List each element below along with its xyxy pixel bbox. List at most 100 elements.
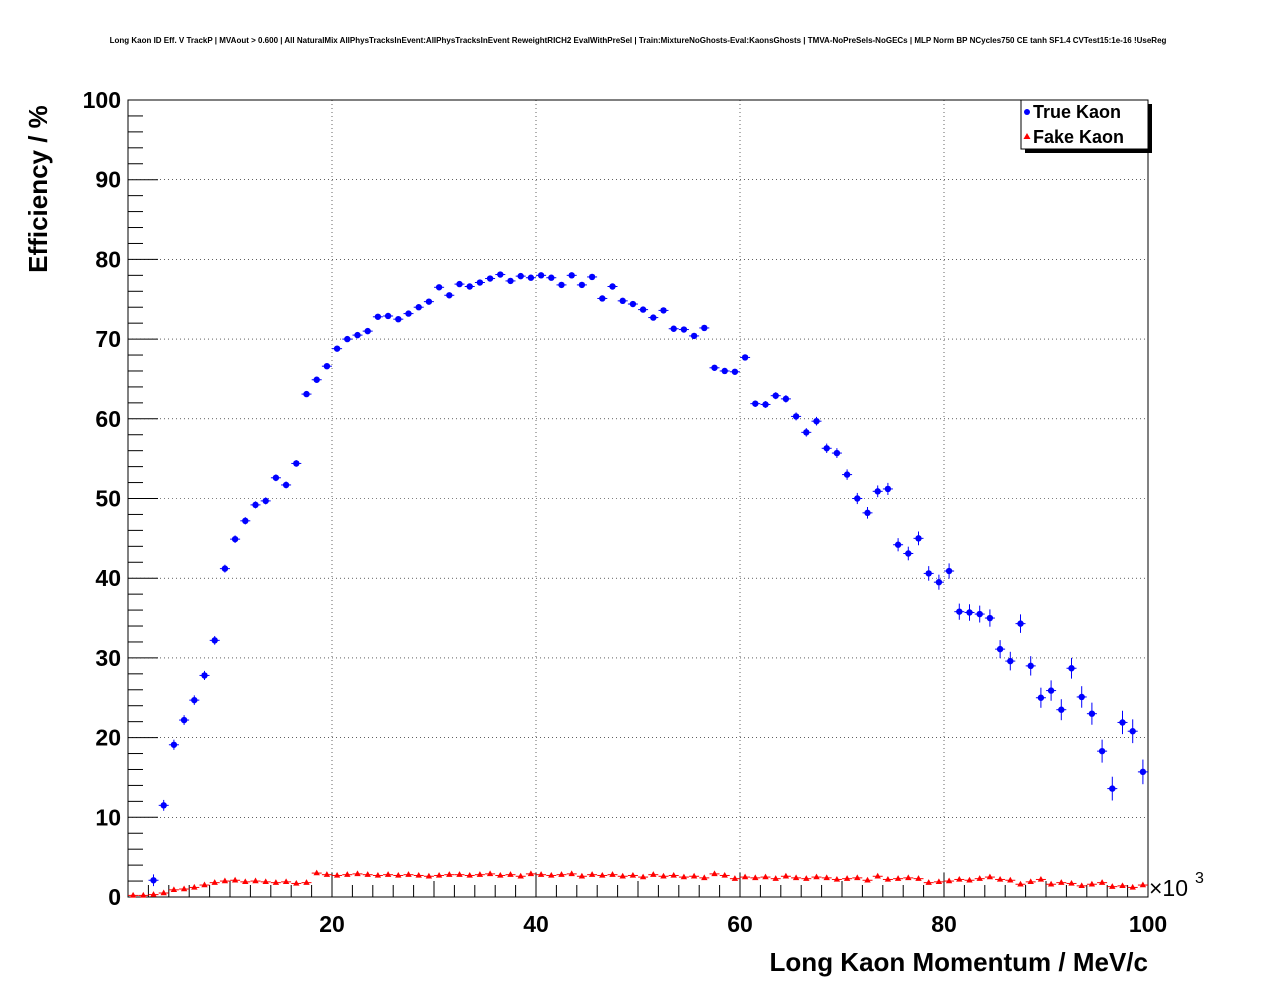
true-kaon-point [578, 281, 586, 289]
true-kaon-point [1007, 657, 1014, 665]
x-tick-label: 100 [1129, 911, 1167, 937]
true-kaon-point [660, 307, 667, 314]
true-kaon-point [925, 570, 932, 577]
series-true-kaon [148, 271, 1148, 887]
fake-kaon-point [1078, 882, 1085, 889]
true-kaon-point [425, 298, 433, 305]
fake-kaon-point [293, 879, 300, 886]
true-kaon-point [1139, 768, 1147, 776]
fake-kaon-point [782, 872, 790, 879]
fake-kaon-point [415, 871, 422, 878]
fake-kaon-point [925, 879, 932, 885]
fake-kaon-point [150, 891, 157, 897]
y-tick-label: 70 [95, 326, 121, 352]
true-kaon-point [344, 335, 351, 343]
true-kaon-point [527, 274, 535, 281]
true-kaon-point [945, 567, 953, 575]
true-kaon-point [282, 481, 290, 489]
fake-kaon-point [323, 871, 331, 877]
true-kaon-point [1027, 662, 1034, 670]
fake-kaon-point [1098, 879, 1106, 885]
true-kaon-point [752, 400, 759, 407]
fake-kaon-point [262, 878, 269, 885]
fake-kaon-point [833, 875, 841, 882]
true-kaon-point [701, 324, 708, 332]
true-kaon-point [497, 271, 504, 278]
fake-kaon-point [772, 875, 779, 881]
fake-kaon-point [843, 875, 851, 881]
true-kaon-point [823, 445, 830, 452]
true-kaon-point [874, 488, 881, 495]
fake-kaon-point [272, 879, 280, 885]
x-tick-label: 80 [931, 911, 957, 937]
fake-kaon-point [639, 873, 647, 880]
fake-kaon-point [1119, 882, 1126, 889]
true-kaon-point [466, 283, 473, 290]
fake-kaon-point [201, 881, 208, 888]
fake-kaon-point [966, 876, 973, 883]
true-kaon-point [905, 550, 912, 557]
true-kaon-point [303, 390, 310, 398]
fake-kaon-point [435, 871, 443, 878]
y-tick-label: 40 [95, 565, 121, 591]
fake-kaon-point [884, 875, 892, 882]
fake-kaon-point [303, 879, 310, 885]
data-points [128, 271, 1148, 898]
fake-kaon-point [129, 891, 137, 898]
fake-kaon-point [721, 871, 728, 878]
fake-kaon-point [374, 871, 382, 878]
y-tick-label: 30 [95, 645, 121, 671]
true-kaon-point [792, 413, 800, 420]
fake-kaon-point [517, 872, 524, 879]
true-kaon-point [517, 272, 524, 280]
fake-kaon-point [221, 877, 229, 884]
fake-kaon-point [1068, 879, 1075, 886]
true-kaon-point [843, 471, 851, 478]
true-kaon-point [1098, 747, 1106, 755]
true-kaon-point [293, 460, 300, 467]
y-tick-label: 20 [95, 725, 121, 751]
fake-kaon-point [854, 874, 861, 881]
true-kaon-point [476, 279, 484, 286]
fake-kaon-point [609, 871, 616, 877]
true-kaon-point [537, 272, 545, 279]
true-kaon-point [864, 509, 871, 517]
fake-kaon-point [894, 875, 902, 881]
fake-kaon-point [874, 872, 881, 879]
true-kaon-point [680, 326, 688, 333]
true-kaon-point [354, 331, 361, 339]
fake-kaon-point [660, 872, 667, 879]
true-kaon-point [976, 610, 983, 618]
fake-kaon-point [170, 886, 178, 893]
fake-kaon-point [446, 871, 453, 877]
true-kaon-point [588, 273, 596, 281]
fake-kaon-point [762, 873, 769, 880]
fake-kaon-point [650, 871, 657, 877]
true-kaon-point [160, 802, 167, 809]
legend-marker-fake-kaon [1023, 133, 1031, 139]
true-kaon-point [670, 325, 677, 332]
true-kaon-point [201, 672, 208, 679]
y-tick-label: 60 [95, 406, 121, 432]
fake-kaon-point [1058, 879, 1065, 885]
fake-kaon-point [282, 878, 290, 885]
fake-kaon-point [456, 871, 463, 877]
fake-kaon-point [354, 870, 361, 877]
true-kaon-point [629, 300, 637, 308]
y-tick-label: 90 [95, 167, 121, 193]
fake-kaon-point [792, 874, 800, 881]
true-kaon-point [854, 495, 861, 502]
true-kaon-point [262, 497, 269, 505]
fake-kaon-point [537, 871, 545, 877]
fake-kaon-point [711, 870, 718, 877]
fake-kaon-point [956, 875, 963, 882]
fake-kaon-point [588, 871, 596, 877]
fake-kaon-point [670, 871, 677, 878]
fake-kaon-point [395, 871, 402, 878]
true-kaon-point [1109, 785, 1116, 792]
tick-labels: 20 40 60 80 100 0 10 20 30 40 50 60 70 80 90 100 [83, 87, 1168, 937]
fake-kaon-point [935, 878, 943, 885]
fake-kaon-point [558, 871, 565, 877]
true-kaon-point [731, 368, 739, 375]
